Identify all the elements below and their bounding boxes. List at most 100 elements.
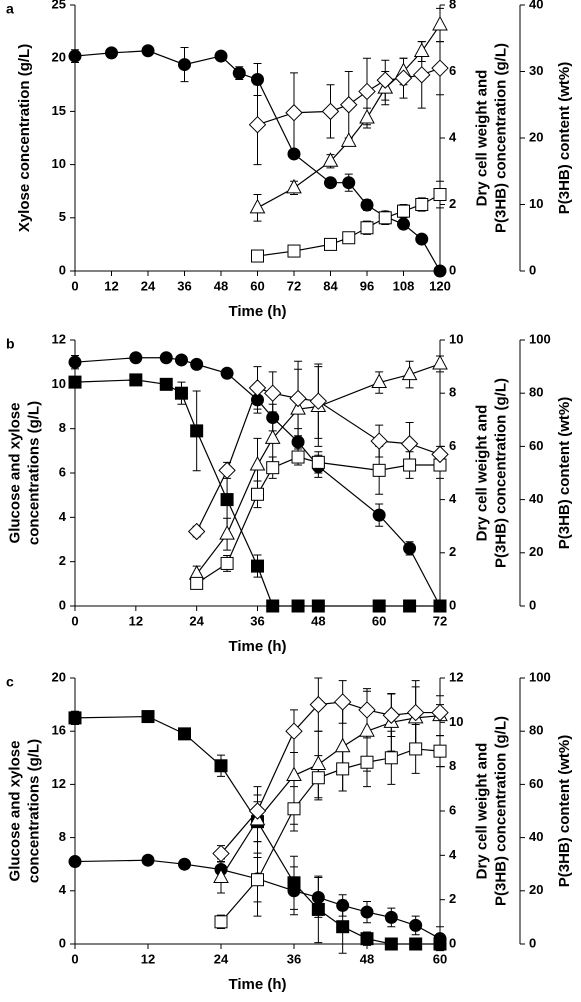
data-point — [372, 463, 386, 477]
x-tick-label: 24 — [141, 278, 156, 293]
data-point — [309, 695, 328, 714]
x-axis-label: Time (h) — [228, 303, 286, 320]
data-point — [360, 198, 374, 212]
data-point — [358, 701, 376, 719]
data-point — [378, 211, 392, 225]
y-tick-label: 8 — [449, 385, 456, 400]
data-point — [397, 204, 410, 218]
y-axis-label: Glucose and xylose — [6, 403, 23, 544]
data-point — [129, 351, 143, 365]
data-point — [232, 66, 246, 80]
data-point — [336, 920, 350, 934]
data-point — [141, 44, 155, 58]
data-point — [360, 755, 374, 769]
y2-axis-label: Dry cell weight and — [473, 405, 490, 542]
y-tick-label: 0 — [449, 935, 456, 950]
data-point — [311, 455, 325, 469]
y-tick-label: 30 — [529, 63, 543, 78]
data-point — [289, 389, 307, 408]
data-point — [178, 727, 191, 741]
data-point — [141, 710, 155, 724]
data-point — [371, 373, 388, 389]
y-tick-label: 8 — [59, 829, 66, 844]
data-point — [431, 703, 449, 722]
y-tick-label: 4 — [449, 847, 457, 862]
y-tick-label: 8 — [59, 420, 66, 435]
y-tick-label: 4 — [449, 129, 457, 144]
x-axis-label: Time (h) — [228, 976, 286, 993]
data-point — [415, 198, 429, 211]
y-tick-label: 20 — [529, 882, 543, 897]
data-point — [220, 556, 234, 570]
data-point — [433, 744, 447, 758]
data-point — [415, 232, 429, 246]
x-tick-label: 0 — [71, 951, 78, 966]
y-tick-label: 6 — [449, 802, 456, 817]
series-line — [257, 193, 441, 257]
data-point — [311, 771, 325, 785]
x-tick-label: 60 — [250, 278, 264, 293]
data-point — [287, 802, 301, 816]
data-point — [403, 458, 417, 472]
data-point — [291, 450, 305, 464]
data-point — [360, 221, 374, 235]
data-point — [251, 559, 264, 573]
y3-axis-label: P(3HB) content (wt%) — [556, 735, 573, 888]
data-point — [105, 46, 118, 60]
panel-label: a — [6, 1, 14, 17]
data-point — [406, 703, 425, 722]
data-point — [382, 706, 401, 724]
data-point — [360, 932, 374, 946]
data-point — [433, 599, 447, 613]
y-tick-label: 100 — [529, 669, 551, 684]
data-point — [190, 357, 204, 371]
y2-axis-label: Dry cell weight and — [473, 743, 490, 880]
y-axis-label: Xylose concentration (g/L) — [16, 44, 33, 232]
y-tick-label: 12 — [449, 669, 463, 684]
y-tick-label: 25 — [52, 0, 66, 11]
data-point — [212, 844, 230, 863]
x-tick-label: 120 — [429, 278, 451, 293]
data-point — [248, 379, 267, 397]
data-point — [129, 373, 143, 387]
y-tick-label: 2 — [59, 553, 66, 568]
data-point — [248, 115, 267, 134]
data-point — [376, 71, 394, 89]
data-point — [409, 742, 423, 756]
y-tick-label: 4 — [449, 491, 457, 506]
data-point — [413, 42, 430, 58]
y-tick-label: 10 — [449, 331, 463, 346]
y-tick-label: 0 — [529, 262, 536, 277]
x-tick-label: 72 — [287, 278, 301, 293]
x-tick-label: 84 — [323, 278, 338, 293]
data-point — [251, 72, 264, 86]
data-point — [321, 102, 340, 121]
y-tick-label: 0 — [449, 262, 456, 277]
data-point — [264, 384, 282, 402]
y-tick-label: 4 — [59, 882, 67, 897]
data-point — [291, 599, 305, 613]
data-point — [174, 386, 188, 400]
data-point — [342, 231, 356, 245]
y-tick-label: 10 — [52, 376, 66, 391]
data-point — [285, 104, 303, 122]
data-point — [266, 461, 280, 475]
y-tick-label: 15 — [52, 103, 66, 118]
x-tick-label: 108 — [393, 278, 415, 293]
data-point — [251, 873, 264, 887]
y-tick-label: 6 — [59, 464, 66, 479]
data-point — [336, 762, 350, 776]
y-axis-label: Glucose and xylose — [6, 741, 23, 882]
x-tick-label: 96 — [360, 278, 374, 293]
data-point — [359, 108, 375, 124]
y2-axis-label: Dry cell weight and — [473, 70, 490, 207]
data-point — [248, 802, 267, 820]
y-tick-label: 4 — [59, 509, 67, 524]
data-point — [213, 868, 229, 883]
data-point — [214, 759, 228, 773]
data-point — [403, 541, 417, 555]
y-tick-label: 0 — [529, 597, 536, 612]
y-axis-label: concentrations (g/L) — [25, 401, 42, 545]
data-point — [286, 178, 302, 194]
data-point — [334, 737, 351, 753]
